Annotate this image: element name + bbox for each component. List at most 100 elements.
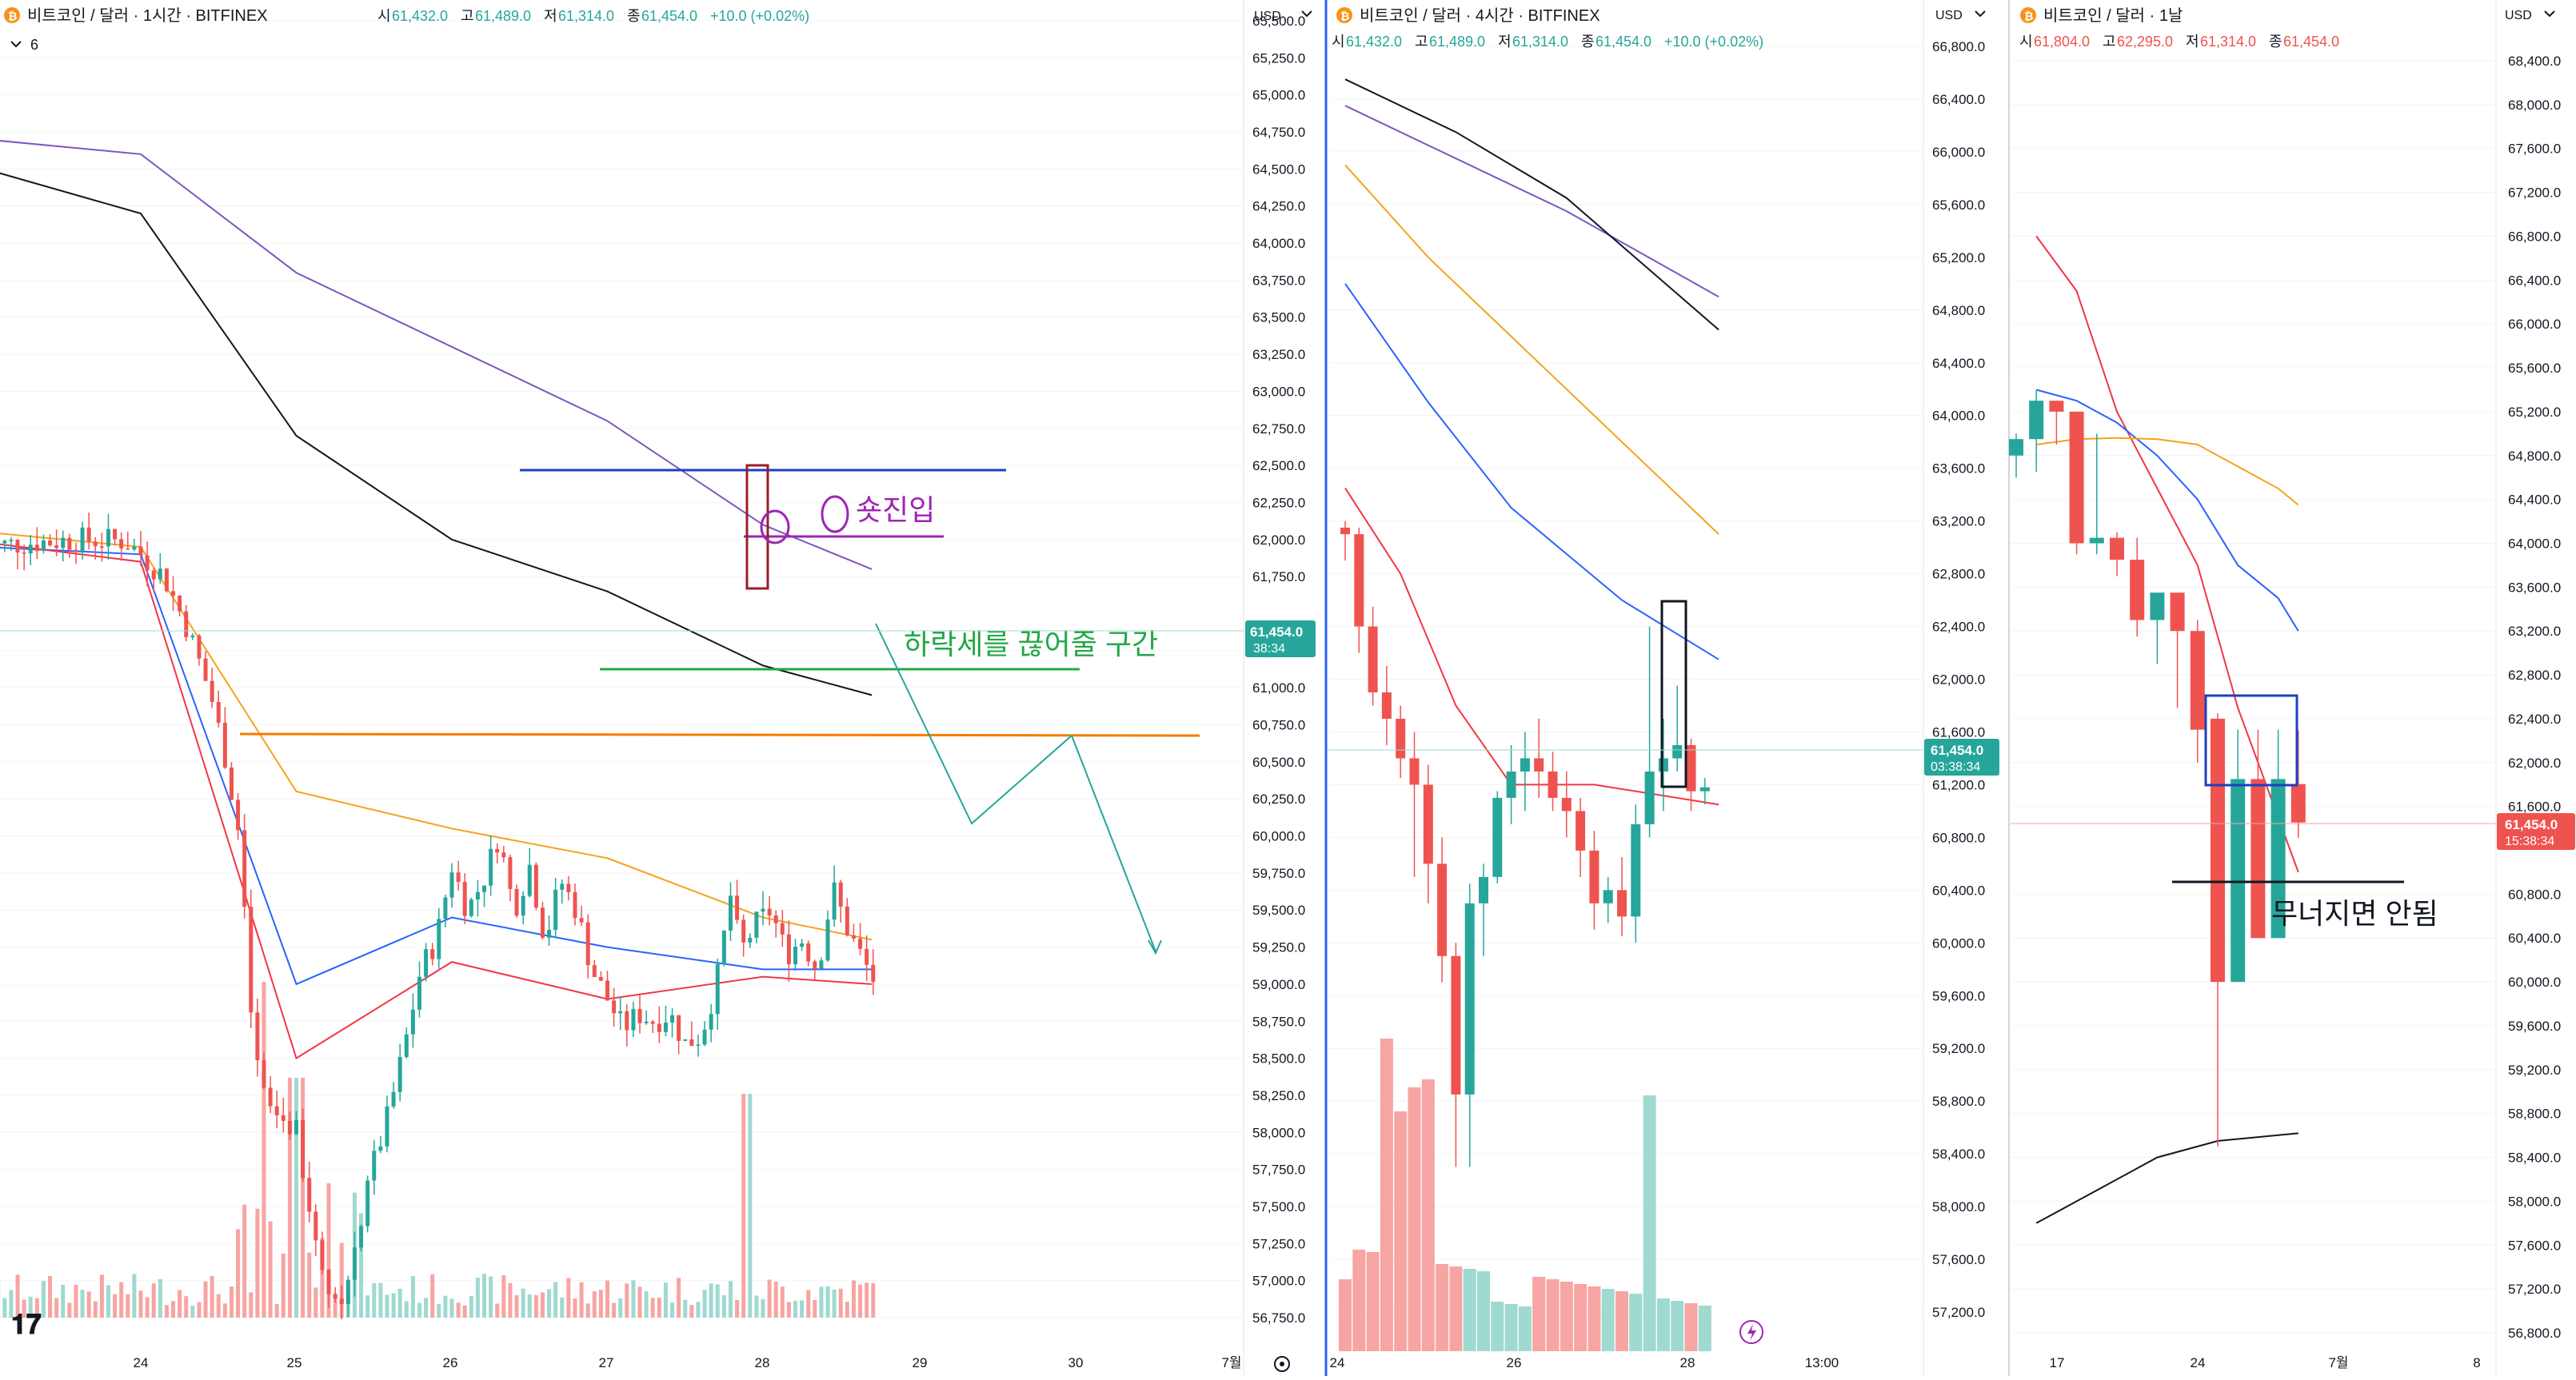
candle[interactable] — [100, 546, 104, 548]
candle[interactable] — [852, 935, 856, 939]
candle[interactable] — [1576, 811, 1585, 850]
candle[interactable] — [294, 1120, 298, 1135]
candle[interactable] — [2070, 412, 2084, 544]
candle[interactable] — [146, 556, 150, 571]
symbol-title[interactable]: 비트코인 / 달러 · 1시간 · BITFINEX — [27, 6, 268, 25]
candle[interactable] — [314, 1211, 318, 1240]
candle[interactable] — [651, 1022, 655, 1024]
candle[interactable] — [689, 1039, 693, 1046]
candle[interactable] — [833, 883, 837, 919]
candle[interactable] — [385, 1107, 389, 1147]
candle[interactable] — [625, 1011, 629, 1031]
candle[interactable] — [1548, 772, 1558, 798]
candle[interactable] — [372, 1151, 376, 1180]
candle[interactable] — [618, 1011, 622, 1013]
candle[interactable] — [327, 1270, 331, 1294]
candle[interactable] — [1340, 528, 1350, 534]
candle[interactable] — [359, 1226, 363, 1248]
candle[interactable] — [1687, 745, 1696, 792]
candle[interactable] — [417, 977, 421, 1010]
projection-path[interactable] — [876, 624, 1156, 951]
candle[interactable] — [664, 1023, 668, 1032]
candle[interactable] — [741, 919, 745, 942]
candle[interactable] — [139, 547, 143, 556]
candle[interactable] — [94, 541, 98, 546]
candle[interactable] — [411, 1010, 415, 1035]
candle[interactable] — [645, 1022, 649, 1023]
candle[interactable] — [184, 612, 188, 637]
candle[interactable] — [9, 540, 13, 541]
ma-red-line[interactable] — [0, 543, 872, 1059]
ma-purple-line[interactable] — [1345, 106, 1719, 297]
candle[interactable] — [729, 895, 733, 931]
candle[interactable] — [1424, 784, 1433, 863]
candle[interactable] — [190, 636, 194, 637]
candle[interactable] — [508, 857, 512, 889]
candle[interactable] — [236, 800, 240, 830]
candle[interactable] — [106, 529, 110, 547]
candle[interactable] — [288, 1121, 292, 1135]
candle[interactable] — [1354, 534, 1364, 626]
candle[interactable] — [1465, 903, 1475, 1095]
candle[interactable] — [353, 1247, 357, 1279]
ma-black-line[interactable] — [2036, 1133, 2298, 1222]
candle[interactable] — [826, 919, 830, 960]
candle[interactable] — [424, 949, 428, 977]
candle[interactable] — [670, 1015, 674, 1023]
candle[interactable] — [346, 1280, 350, 1304]
highlight-box[interactable] — [747, 465, 768, 588]
candle[interactable] — [320, 1240, 324, 1270]
candle[interactable] — [22, 552, 26, 554]
candle[interactable] — [67, 538, 71, 550]
candle[interactable] — [521, 896, 525, 916]
candle[interactable] — [761, 909, 765, 912]
candle[interactable] — [1479, 877, 1488, 903]
candle[interactable] — [16, 540, 20, 552]
candle[interactable] — [1396, 719, 1405, 758]
candle[interactable] — [553, 890, 557, 930]
candle[interactable] — [865, 949, 869, 965]
candle[interactable] — [2251, 779, 2265, 938]
candle[interactable] — [1451, 956, 1460, 1095]
candle[interactable] — [605, 981, 609, 1001]
candle[interactable] — [839, 883, 843, 907]
candle[interactable] — [871, 965, 875, 982]
candle[interactable] — [1410, 758, 1420, 784]
candle[interactable] — [541, 907, 545, 938]
candle[interactable] — [1562, 798, 1572, 811]
entry-circle-2[interactable] — [822, 497, 848, 532]
candle[interactable] — [430, 949, 434, 959]
candle[interactable] — [1700, 788, 1710, 792]
candle[interactable] — [113, 529, 117, 540]
candle[interactable] — [735, 895, 739, 919]
candle[interactable] — [81, 528, 85, 552]
candle[interactable] — [1645, 772, 1655, 824]
candle[interactable] — [398, 1057, 402, 1092]
candle[interactable] — [1672, 745, 1682, 758]
candle[interactable] — [528, 865, 532, 896]
candle[interactable] — [476, 892, 480, 899]
candle[interactable] — [489, 849, 493, 886]
candle[interactable] — [1507, 772, 1516, 798]
candle[interactable] — [217, 702, 221, 723]
candle[interactable] — [2171, 592, 2185, 631]
candle[interactable] — [262, 1060, 266, 1087]
support-line[interactable] — [240, 734, 1200, 736]
candle[interactable] — [781, 923, 785, 935]
candle[interactable] — [132, 547, 136, 550]
candle[interactable] — [469, 899, 473, 916]
candle[interactable] — [2191, 631, 2205, 729]
candle[interactable] — [443, 897, 447, 919]
symbol-title[interactable]: 비트코인 / 달러 · 1날 — [2043, 6, 2183, 25]
candle[interactable] — [333, 1294, 337, 1298]
candle[interactable] — [2291, 784, 2306, 823]
candle[interactable] — [813, 961, 817, 968]
candle[interactable] — [405, 1035, 409, 1057]
candle[interactable] — [482, 886, 486, 892]
candle[interactable] — [242, 830, 246, 907]
candle[interactable] — [275, 1107, 279, 1115]
candle[interactable] — [845, 907, 849, 935]
candle[interactable] — [165, 568, 169, 591]
ma-red-line[interactable] — [2036, 236, 2298, 872]
